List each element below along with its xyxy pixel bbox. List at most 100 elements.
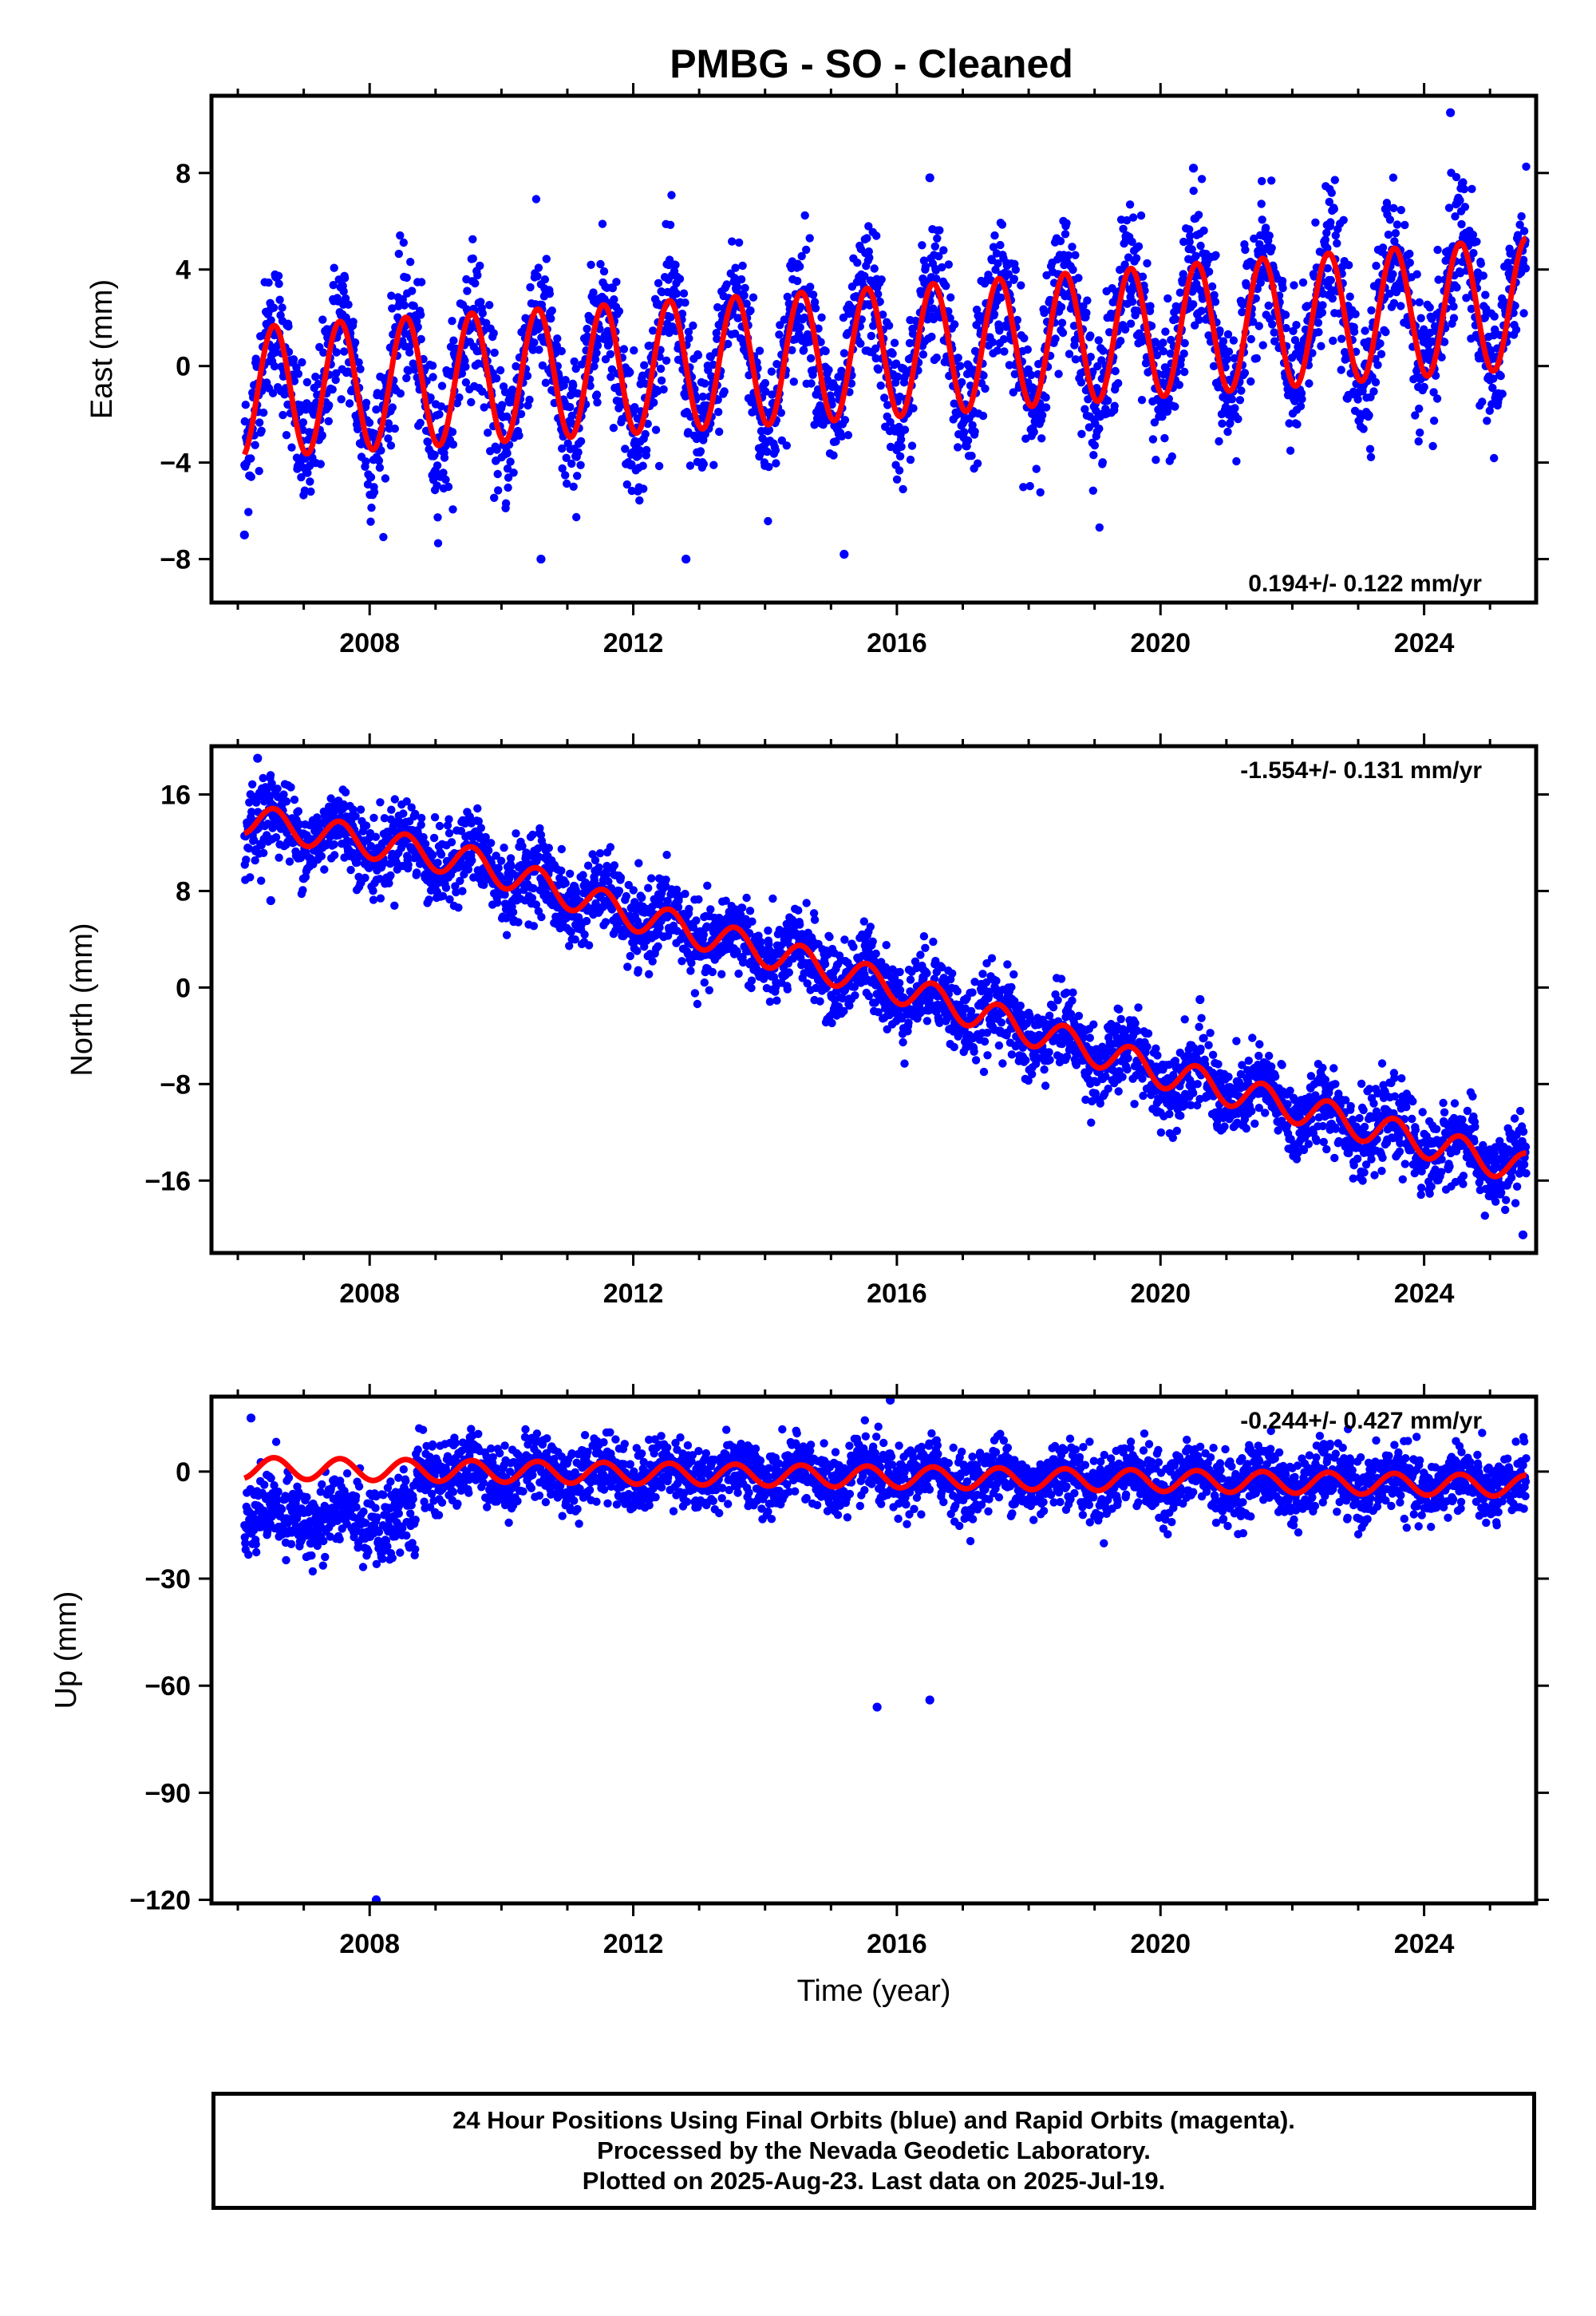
data-point — [808, 290, 818, 299]
data-point — [1515, 220, 1524, 229]
data-point — [995, 326, 1004, 335]
data-point — [871, 344, 880, 353]
data-point — [1242, 281, 1251, 290]
data-point — [1517, 211, 1526, 221]
data-point — [1064, 251, 1073, 260]
data-point — [1376, 339, 1385, 348]
data-point — [606, 350, 615, 358]
data-point — [402, 797, 411, 806]
data-point — [675, 275, 685, 283]
data-point — [388, 403, 397, 412]
data-point — [484, 846, 493, 855]
data-point — [1027, 370, 1036, 380]
data-point — [1020, 334, 1029, 342]
data-point — [1128, 213, 1138, 222]
data-point — [319, 348, 328, 357]
data-point — [942, 282, 950, 290]
data-point — [1258, 341, 1267, 350]
data-point — [1098, 458, 1108, 467]
plot-frame — [209, 93, 1539, 605]
data-point — [441, 475, 450, 484]
data-point — [478, 387, 487, 396]
data-point — [1189, 186, 1198, 196]
data-point — [1389, 173, 1398, 182]
data-point — [1071, 355, 1080, 364]
data-point — [244, 508, 253, 516]
data-point — [932, 354, 942, 362]
data-point — [1479, 271, 1488, 280]
data-point — [659, 385, 668, 394]
data-point — [1290, 336, 1300, 345]
data-point — [399, 809, 408, 818]
data-point — [797, 251, 806, 261]
data-point — [1199, 226, 1208, 235]
data-point — [417, 278, 426, 287]
data-point — [945, 371, 954, 381]
data-point — [351, 812, 360, 820]
data-point — [377, 446, 385, 455]
data-point — [602, 870, 611, 879]
data-point — [907, 441, 917, 450]
data-point — [1511, 302, 1519, 310]
data-point — [430, 450, 439, 460]
data-point — [372, 405, 381, 414]
data-point — [278, 303, 286, 312]
data-point — [1013, 315, 1022, 325]
data-point — [255, 418, 264, 427]
data-point — [1099, 346, 1108, 355]
data-point — [471, 279, 480, 288]
data-point — [813, 385, 823, 394]
data-point — [535, 346, 543, 354]
data-point — [1215, 326, 1224, 335]
data-point — [582, 916, 591, 926]
data-point — [444, 482, 453, 492]
data-point — [1095, 424, 1104, 433]
data-point — [506, 854, 516, 863]
data-point — [416, 418, 425, 428]
data-point — [405, 348, 414, 357]
data-point — [899, 1037, 907, 1047]
data-point — [541, 378, 551, 387]
data-point — [461, 378, 471, 387]
data-point — [820, 959, 830, 969]
data-point — [642, 445, 651, 455]
data-point — [1389, 204, 1398, 212]
data-point — [394, 249, 403, 259]
data-point — [583, 324, 591, 334]
data-point — [1207, 282, 1217, 291]
data-point — [380, 813, 389, 823]
data-point — [561, 471, 570, 480]
data-point — [1195, 315, 1203, 324]
data-point — [1159, 338, 1167, 347]
data-point — [275, 853, 283, 862]
data-point — [569, 482, 578, 491]
data-point — [780, 315, 788, 324]
data-point — [988, 338, 998, 346]
data-point — [1114, 379, 1123, 388]
data-point — [715, 427, 724, 437]
data-point — [251, 856, 259, 865]
data-point — [1444, 204, 1454, 212]
data-point — [439, 468, 448, 477]
data-point — [1365, 445, 1375, 453]
data-point — [696, 447, 705, 456]
data-point — [354, 358, 363, 367]
data-point — [630, 403, 639, 412]
data-point — [1223, 330, 1233, 339]
data-point — [973, 459, 982, 468]
data-point — [1122, 215, 1132, 225]
data-point — [435, 821, 444, 831]
data-point — [1180, 367, 1189, 377]
data-point — [320, 865, 329, 874]
data-point — [806, 354, 816, 363]
data-point — [316, 460, 325, 468]
data-point — [783, 292, 792, 302]
data-point — [807, 379, 816, 388]
data-point — [692, 916, 701, 925]
data-point — [601, 918, 610, 927]
data-point — [994, 259, 1002, 268]
data-point — [461, 362, 470, 371]
data-point — [681, 889, 689, 899]
data-point — [1429, 417, 1439, 425]
data-point — [356, 365, 365, 373]
